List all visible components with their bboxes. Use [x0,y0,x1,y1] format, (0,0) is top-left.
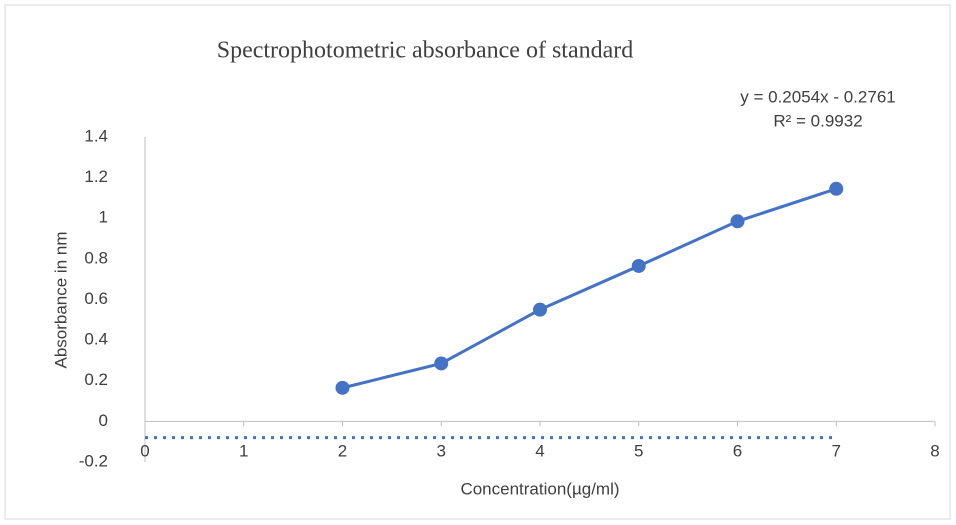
x-tick-label: 6 [733,441,742,460]
x-tick-label: 7 [832,441,841,460]
chart-border [4,4,951,520]
x-axis-label: Concentration(µg/ml) [460,479,619,498]
y-tick-label: 0.4 [84,330,108,349]
y-axis-label: Absorbance in nm [51,231,70,368]
data-point [829,181,844,196]
data-point [434,356,449,371]
x-tick-label: 0 [140,441,149,460]
equation: y = 0.2054x - 0.2761 [740,87,895,106]
data-point [533,302,547,317]
x-tick-label: 3 [437,441,446,460]
y-tick-label: 1.2 [84,167,108,186]
x-tick-label: 8 [930,441,939,460]
x-tick-label: 5 [634,441,643,460]
y-tick-label: 1.4 [84,126,108,145]
x-tick-label: 1 [239,441,248,460]
y-tick-label: 1 [99,208,108,227]
data-point [631,258,646,273]
y-tick-label: 0.2 [84,370,108,389]
y-tick-label: 0.8 [84,248,108,267]
y-tick-label: 0.6 [84,289,108,308]
y-tick-label: -0.2 [79,451,108,470]
series-line [342,187,837,390]
x-tick-label: 2 [338,441,347,460]
data-point [730,214,745,229]
data-point [335,380,350,395]
r-squared: R² = 0.9932 [773,111,862,130]
chart-title: Spectrophotometric absorbance of standar… [217,38,634,64]
x-tick-label: 4 [535,441,544,460]
y-tick-label: 0 [99,411,108,430]
